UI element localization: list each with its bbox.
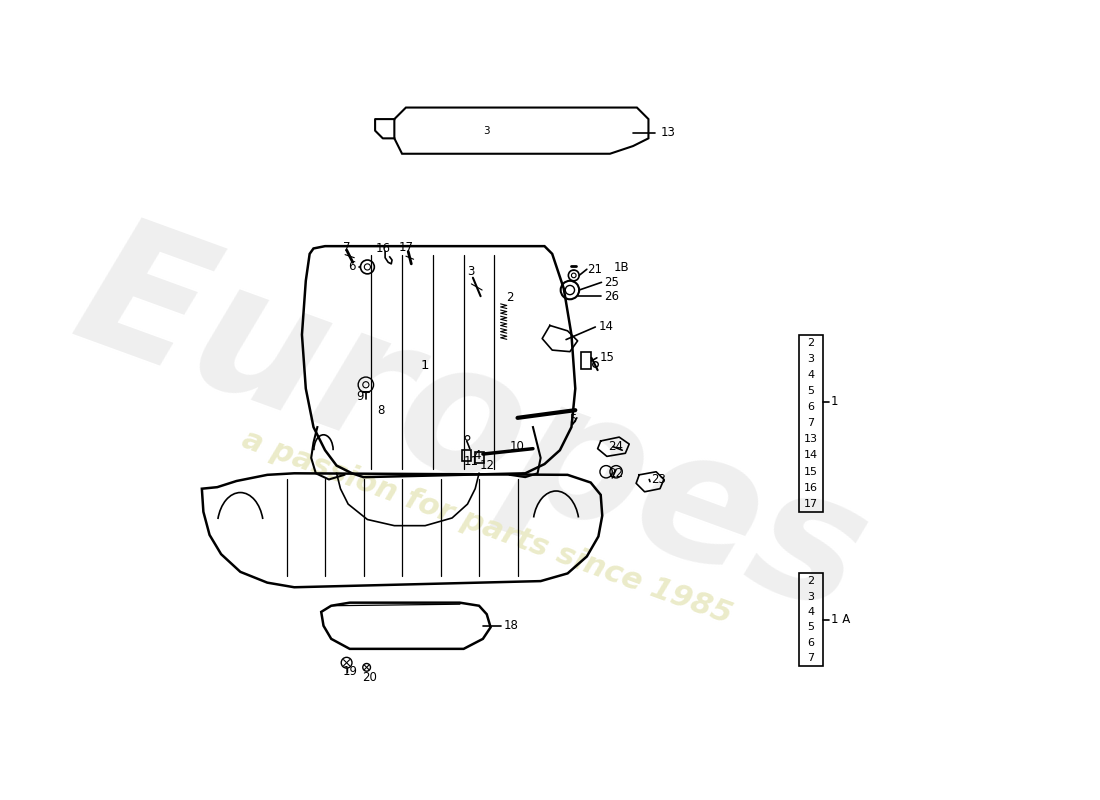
Text: 8: 8	[377, 404, 384, 417]
Text: 13: 13	[804, 434, 818, 444]
Bar	[475, 452, 484, 462]
Bar	[581, 353, 592, 370]
Text: 6: 6	[349, 261, 356, 274]
Text: 2: 2	[807, 576, 814, 586]
Text: 18: 18	[504, 619, 518, 632]
Text: 3: 3	[807, 354, 814, 364]
Text: 15: 15	[600, 351, 615, 364]
Text: 10: 10	[510, 440, 525, 453]
Text: 4: 4	[807, 607, 814, 617]
Text: 16: 16	[376, 242, 392, 255]
Text: 1 A: 1 A	[830, 613, 850, 626]
Text: 23: 23	[651, 473, 666, 486]
Text: 4: 4	[807, 370, 814, 380]
Text: 3: 3	[468, 265, 475, 278]
Text: 7: 7	[343, 241, 351, 254]
Text: 3: 3	[483, 126, 491, 136]
Text: 13: 13	[661, 126, 675, 139]
Bar	[462, 450, 472, 461]
Text: 1: 1	[421, 359, 429, 372]
Bar	[799, 334, 823, 512]
Text: 3: 3	[807, 591, 814, 602]
Text: 17: 17	[398, 241, 414, 254]
Text: 15: 15	[804, 466, 818, 477]
Text: 2: 2	[506, 291, 514, 304]
Text: 4: 4	[473, 449, 481, 462]
Text: 22: 22	[608, 467, 624, 480]
Text: 11: 11	[464, 455, 478, 468]
Text: 12: 12	[480, 459, 494, 472]
Text: 24: 24	[608, 440, 624, 453]
Text: 26: 26	[605, 290, 619, 302]
Text: 20: 20	[362, 671, 377, 684]
Text: 9: 9	[356, 390, 363, 403]
Text: 6: 6	[807, 638, 814, 648]
Text: 14: 14	[804, 450, 818, 461]
Text: 7: 7	[807, 653, 814, 663]
Text: 25: 25	[605, 276, 619, 289]
Text: 1B: 1B	[614, 262, 629, 274]
Text: 2: 2	[807, 338, 814, 348]
Text: 5: 5	[570, 413, 576, 426]
Bar	[799, 574, 823, 666]
Text: 1: 1	[830, 395, 838, 409]
Text: a passion for parts since 1985: a passion for parts since 1985	[238, 425, 736, 630]
Text: 16: 16	[804, 482, 818, 493]
Text: 7: 7	[807, 418, 814, 428]
Text: 19: 19	[342, 666, 358, 678]
Text: 14: 14	[598, 321, 614, 334]
Text: 5: 5	[807, 386, 814, 396]
Text: Europes: Europes	[54, 203, 889, 650]
Text: 21: 21	[587, 262, 602, 276]
Text: 17: 17	[804, 498, 818, 509]
Text: 5: 5	[807, 622, 814, 632]
Text: 6: 6	[807, 402, 814, 412]
